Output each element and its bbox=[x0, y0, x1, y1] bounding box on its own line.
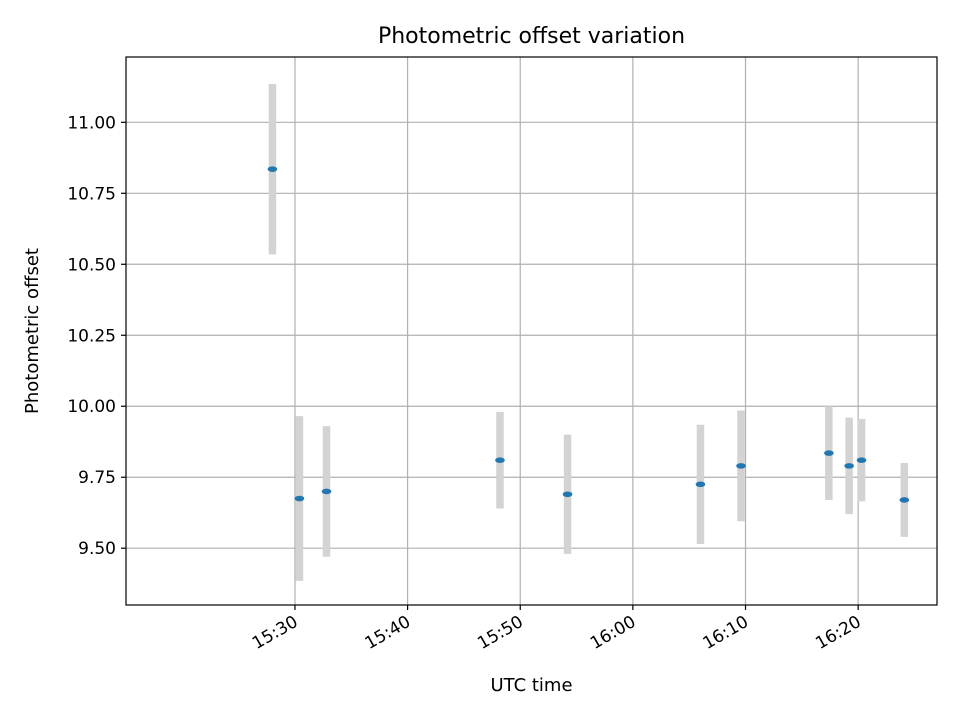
x-axis-label: UTC time bbox=[490, 675, 572, 696]
y-tick-label: 10.50 bbox=[67, 255, 116, 275]
grid-lines bbox=[126, 57, 937, 605]
data-series bbox=[267, 83, 910, 581]
chart-title: Photometric offset variation bbox=[378, 24, 685, 49]
y-tick-label: 10.25 bbox=[67, 326, 116, 346]
data-point bbox=[562, 491, 573, 498]
data-point bbox=[495, 457, 505, 463]
data-point bbox=[736, 463, 746, 469]
y-tick-label: 10.75 bbox=[67, 184, 116, 204]
data-point bbox=[856, 457, 867, 463]
y-tick-label: 9.75 bbox=[78, 468, 116, 488]
y-tick-label: 10.00 bbox=[67, 397, 116, 417]
data-point bbox=[899, 497, 910, 503]
y-tick-label: 11.00 bbox=[67, 113, 116, 133]
data-point bbox=[695, 481, 706, 488]
data-point bbox=[844, 463, 854, 469]
data-point bbox=[294, 495, 305, 502]
data-point bbox=[267, 166, 278, 172]
y-tick-label: 9.50 bbox=[78, 539, 116, 559]
plot-frame bbox=[125, 56, 938, 606]
data-point bbox=[824, 450, 834, 456]
y-axis-label: Photometric offset bbox=[22, 248, 43, 414]
data-point bbox=[321, 488, 332, 495]
